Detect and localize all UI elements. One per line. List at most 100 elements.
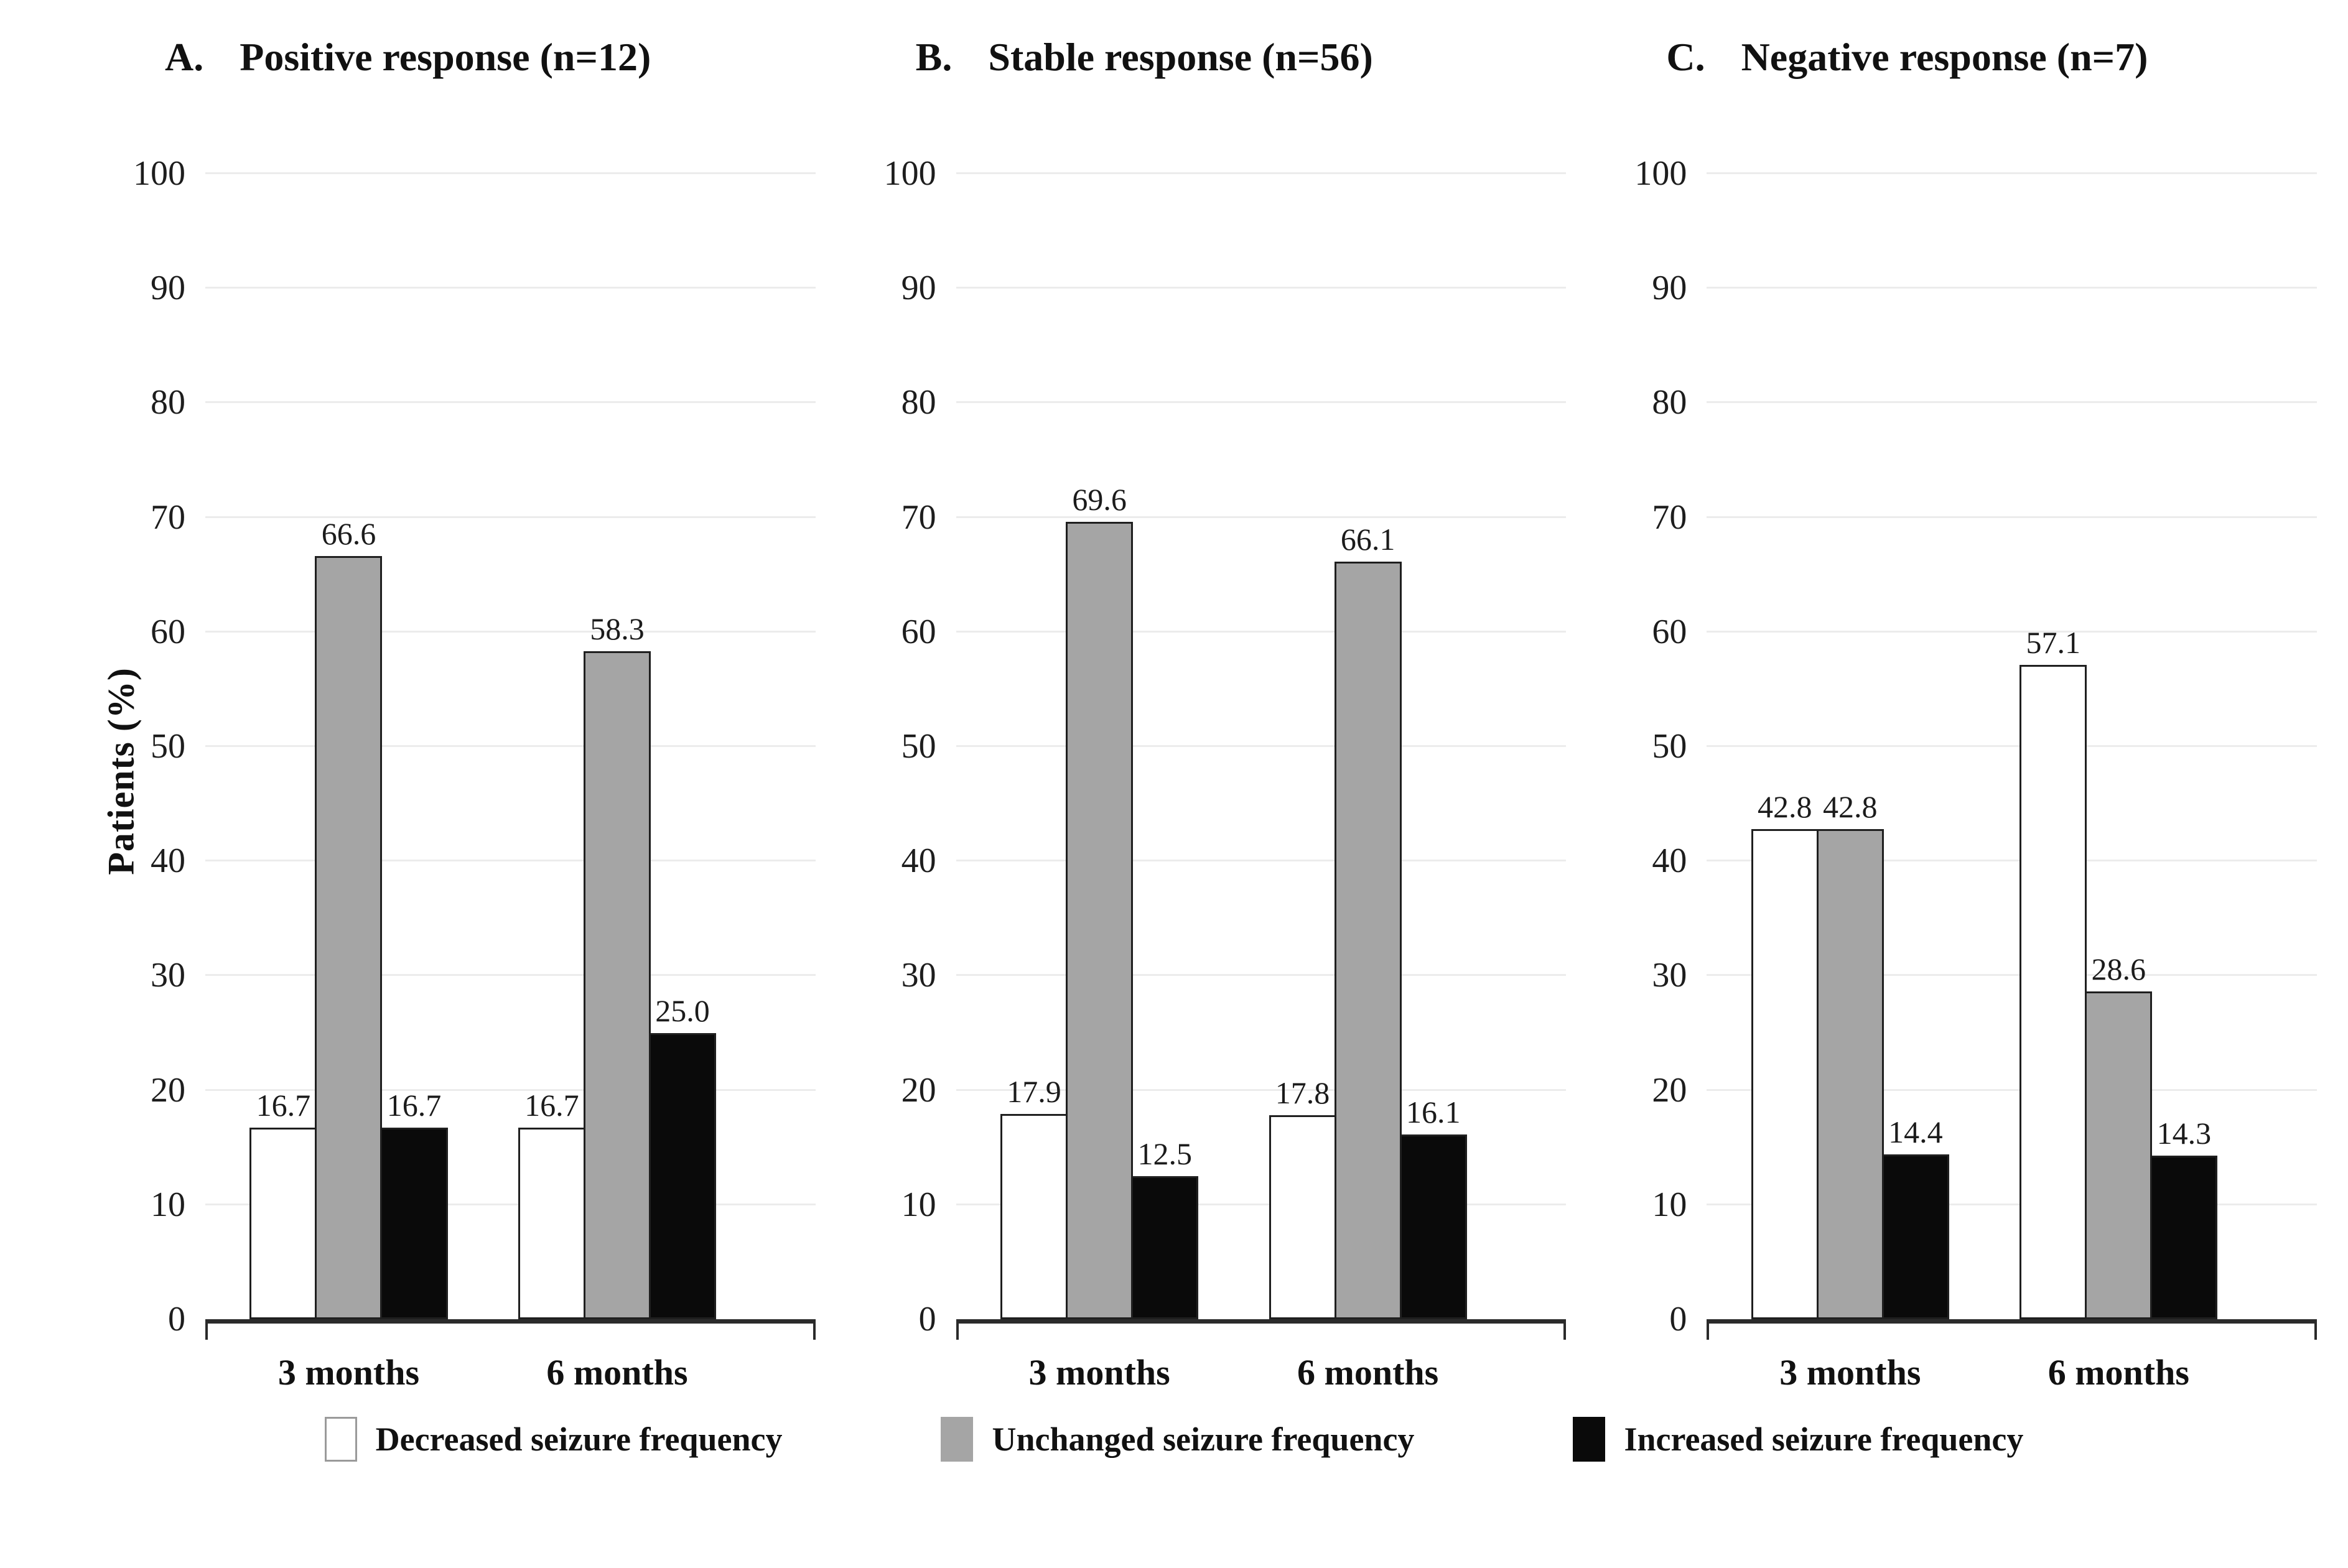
gridline — [1707, 745, 2318, 747]
x-category-label: 6 months — [2048, 1352, 2189, 1393]
chart-row: 100 90 80 70 60 50 40 30 20 10 0 16.7 66.6 16.7 3 mon… — [106, 156, 816, 1393]
gridline — [956, 860, 1567, 862]
panel-title: C. Negative response (n=7) — [1666, 34, 2317, 80]
bar-value-label: 28.6 — [2091, 952, 2146, 987]
bar-unchanged: 69.6 — [1066, 484, 1134, 1319]
gridline — [956, 287, 1567, 289]
bar-decreased: 17.8 — [1269, 1077, 1336, 1319]
y-tick-label: 0 — [168, 1300, 185, 1338]
y-tick-label: 60 — [151, 612, 185, 651]
y-tick-label: 80 — [901, 383, 936, 422]
axis-end-tick — [1563, 1324, 1567, 1340]
legend-swatch-increased — [1573, 1417, 1606, 1462]
y-tick-label: 80 — [1652, 383, 1687, 422]
legend: Decreased seizure frequency Unchanged sei… — [0, 1417, 2348, 1462]
gridline — [1707, 287, 2318, 289]
y-tick-label: 100 — [883, 154, 936, 193]
bar-value-label: 16.7 — [256, 1088, 311, 1123]
gridline — [956, 630, 1567, 633]
bar-increased: 14.3 — [2150, 1118, 2218, 1319]
y-tick-label: 60 — [1652, 612, 1687, 651]
y-tick-label: 50 — [151, 727, 185, 766]
y-tick-label: 10 — [1652, 1185, 1687, 1224]
bar-increased: 25.0 — [648, 995, 717, 1319]
gridline — [956, 1088, 1567, 1091]
bar-group: 42.8 42.8 14.4 — [1749, 174, 1951, 1319]
bar-unchanged: 42.8 — [1816, 791, 1884, 1319]
y-tick-label: 0 — [918, 1300, 936, 1338]
gridline — [956, 1203, 1567, 1205]
bar-group: 57.1 28.6 14.3 — [2018, 174, 2219, 1319]
y-tick-label: 80 — [151, 383, 185, 422]
bar-increased: 16.7 — [380, 1090, 448, 1319]
bar-value-label: 42.8 — [1823, 789, 1878, 824]
chart-panel-c: C. Negative response (n=7) 100 90 80 70 60 50 4… — [1607, 34, 2318, 1393]
bar-value-label: 14.4 — [1888, 1114, 1943, 1149]
gridline — [1707, 860, 2318, 862]
bar-value-label: 16.7 — [524, 1088, 579, 1123]
y-tick-label: 40 — [901, 842, 936, 881]
gridline — [205, 1088, 816, 1091]
axis-end-tick — [1707, 1324, 1710, 1340]
panel-title-text: Negative response (n=7) — [1741, 35, 2148, 79]
x-category-label: 6 months — [546, 1352, 688, 1393]
axis-end-tick — [956, 1324, 959, 1340]
x-category-label: 6 months — [1297, 1352, 1439, 1393]
bar-unchanged: 66.1 — [1334, 524, 1402, 1319]
x-category-label: 3 months — [1779, 1352, 1921, 1393]
gridline — [956, 401, 1567, 404]
gridline — [1707, 974, 2318, 977]
y-tick-label: 50 — [1652, 727, 1687, 766]
chart-panel-b: B. Stable response (n=56) 100 90 80 70 60 50 40… — [857, 34, 1567, 1393]
legend-swatch-unchanged — [941, 1417, 974, 1462]
plot-area: 16.7 66.6 16.7 3 months 16.7 58.3 25.0 6 months — [205, 172, 816, 1393]
bar-value-label: 16.7 — [386, 1088, 442, 1123]
y-tick-label: 70 — [901, 498, 936, 537]
gridline — [1707, 630, 2318, 633]
gridline — [205, 172, 816, 174]
gridline — [205, 860, 816, 862]
bar-value-label: 14.3 — [2156, 1115, 2212, 1151]
panel-title-text: Positive response (n=12) — [240, 35, 651, 79]
y-tick-label: 30 — [901, 956, 936, 995]
bar-value-label: 69.6 — [1072, 481, 1127, 517]
gridline — [205, 1203, 816, 1205]
y-tick-label: 50 — [901, 727, 936, 766]
panel-letter: C. — [1666, 35, 1705, 79]
legend-label: Increased seizure frequency — [1624, 1421, 2024, 1458]
gridline — [205, 401, 816, 404]
bar-decreased: 16.7 — [518, 1090, 585, 1319]
chart-row: 100 90 80 70 60 50 40 30 20 10 0 17.9 69.6 12.5 3 mon… — [857, 156, 1567, 1393]
bar-group: 16.7 66.6 16.7 — [248, 174, 450, 1319]
bar-value-label: 66.1 — [1340, 522, 1395, 557]
bar-value-label: 58.3 — [590, 611, 645, 647]
gridline — [1707, 1203, 2318, 1205]
panel-letter: A. — [165, 35, 204, 79]
bar-value-label: 16.1 — [1405, 1095, 1461, 1130]
gridline — [956, 516, 1567, 518]
bar-increased: 14.4 — [1881, 1116, 1949, 1319]
plot-area: 42.8 42.8 14.4 3 months 57.1 28.6 14.3 6 months — [1707, 172, 2318, 1393]
legend-item-decreased: Decreased seizure frequency — [324, 1417, 782, 1462]
y-tick-label: 40 — [1652, 842, 1687, 881]
y-tick-label: 30 — [1652, 956, 1687, 995]
legend-label: Unchanged seizure frequency — [992, 1421, 1415, 1458]
bar-value-label: 25.0 — [655, 993, 710, 1028]
bar-group: 17.9 69.6 12.5 — [999, 174, 1200, 1319]
y-tick-label: 100 — [1634, 154, 1687, 193]
plot-area: 17.9 69.6 12.5 3 months 17.8 66.1 16.1 6 months — [956, 172, 1567, 1393]
legend-item-unchanged: Unchanged seizure frequency — [941, 1417, 1414, 1462]
gridline — [956, 745, 1567, 747]
gridline — [205, 630, 816, 633]
bar-unchanged: 58.3 — [583, 613, 651, 1319]
panels-row: A. Positive response (n=12) 100 90 80 70 60 50… — [106, 34, 2318, 1393]
gridline — [205, 516, 816, 518]
y-tick-label: 60 — [901, 612, 936, 651]
axis-end-tick — [2314, 1324, 2318, 1340]
y-tick-label: 20 — [1652, 1070, 1687, 1110]
y-axis-ticks: 100 90 80 70 60 50 40 30 20 10 0 — [106, 156, 205, 1337]
y-tick-label: 90 — [1652, 269, 1687, 308]
panel-title-text: Stable response (n=56) — [988, 35, 1373, 79]
y-tick-label: 40 — [151, 842, 185, 881]
